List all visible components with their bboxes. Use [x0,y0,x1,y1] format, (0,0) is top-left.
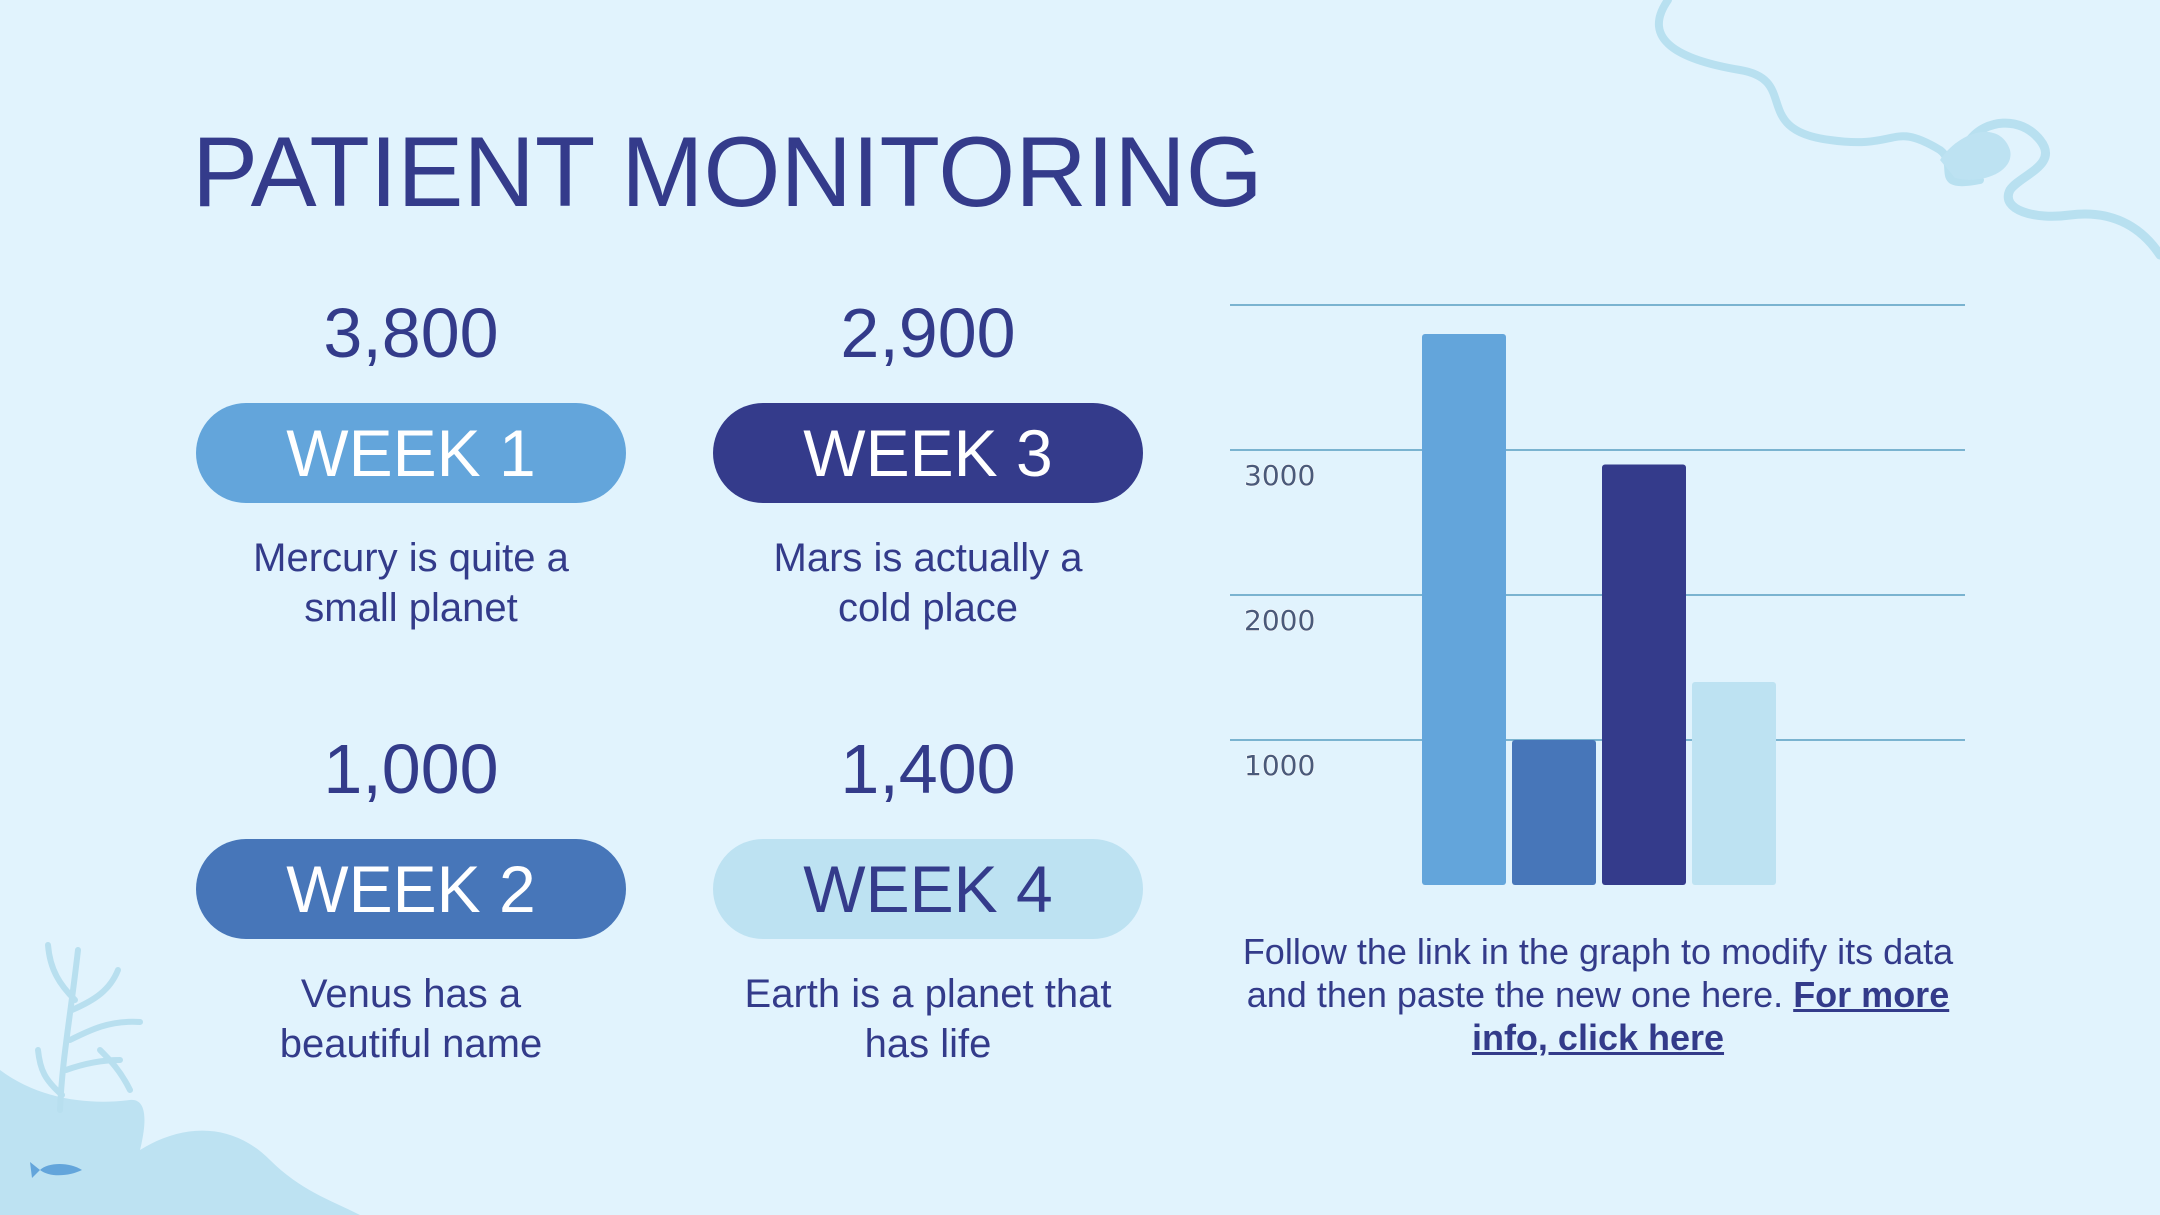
chart-note-text: Follow the link in the graph to modify i… [1242,931,1954,1015]
page-title: PATIENT MONITORING [192,116,1263,227]
desc-line: has life [864,1022,992,1066]
week-card-1: 3,800 WEEK 1 Mercury is quite a small pl… [196,293,626,633]
more-info-link[interactable]: For more info, click here [1471,974,1950,1058]
week-value: 1,400 [840,730,1016,808]
y-tick-label: 3000 [1244,459,1315,492]
week-description: Mars is actually a cold place [713,533,1143,633]
week-description: Earth is a planet that has life [713,969,1143,1069]
wave-decoration [1654,0,2160,260]
week-card-3: 2,900 WEEK 3 Mars is actually a cold pla… [713,293,1143,633]
desc-line: Mars is actually a [773,536,1083,580]
week-card-2: 1,000 WEEK 2 Venus has a beautiful name [196,729,626,1069]
y-tick-label: 2000 [1244,604,1315,637]
desc-line: beautiful name [279,1022,543,1066]
week-pill: WEEK 4 [713,839,1143,939]
desc-line: cold place [837,586,1019,630]
bar-week-2 [1512,740,1596,885]
desc-line: Mercury is quite a [253,536,569,580]
week-pill: WEEK 2 [196,839,626,939]
fish-icon [30,1162,82,1178]
week-card-4: 1,400 WEEK 4 Earth is a planet that has … [713,729,1143,1069]
y-tick-label: 1000 [1244,749,1315,782]
week-pill: WEEK 3 [713,403,1143,503]
bar-week-4 [1692,682,1776,885]
week-value: 1,000 [323,730,499,808]
coral-decoration [0,942,360,1215]
week-description: Venus has a beautiful name [196,969,626,1069]
bar-week-3 [1602,464,1686,885]
week-pill: WEEK 1 [196,403,626,503]
week-description: Mercury is quite a small planet [196,533,626,633]
chart-note: Follow the link in the graph to modify i… [1228,930,1968,1059]
desc-line: Earth is a planet that [744,972,1112,1016]
desc-line: small planet [304,586,518,630]
week-value: 2,900 [840,294,1016,372]
desc-line: Venus has a [300,972,522,1016]
bar-chart[interactable]: 1000 2000 3000 [1230,290,1970,900]
week-value: 3,800 [323,294,499,372]
bar-week-1 [1422,334,1506,885]
